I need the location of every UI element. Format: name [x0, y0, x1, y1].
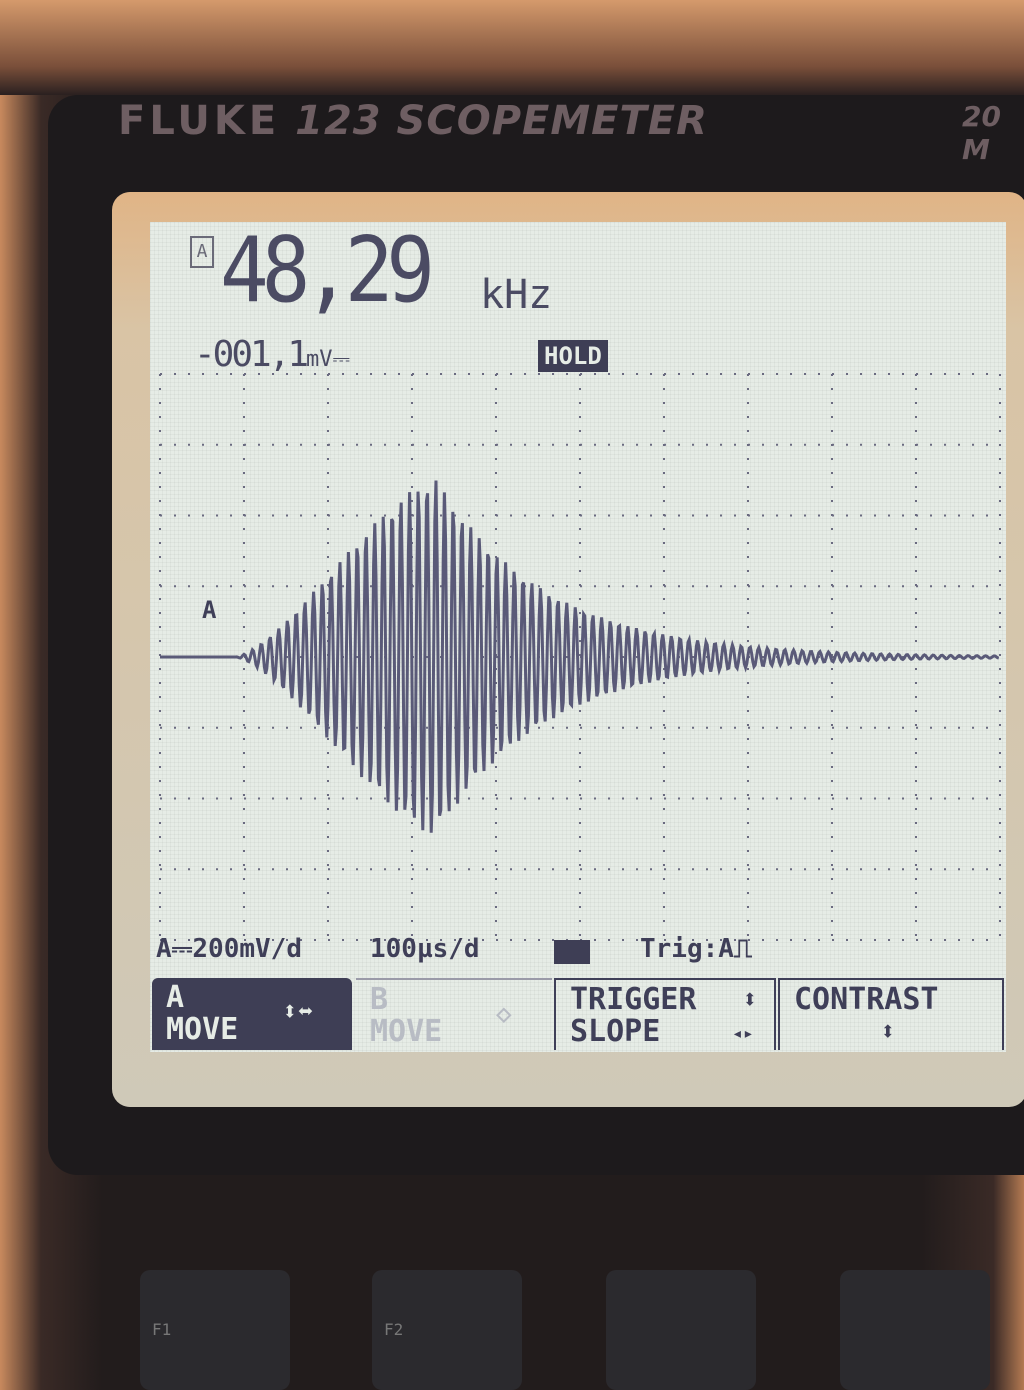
move-arrows-icon: ⬍⬌	[282, 997, 314, 1027]
bandwidth-label: 20 M	[962, 100, 1001, 166]
softkey-label: SLOPE	[570, 1014, 661, 1049]
softkey-label: CONTRAST	[794, 982, 939, 1017]
frequency-unit: kHz	[480, 272, 553, 318]
hold-badge: HOLD	[538, 340, 608, 372]
graticule	[159, 373, 1001, 941]
function-key-f4[interactable]	[840, 1270, 990, 1390]
trigger-info: Trig:A⎍	[640, 934, 752, 965]
waveform-trace	[160, 480, 1000, 833]
brand-name: FLUKE	[118, 98, 281, 144]
function-key-f3[interactable]	[606, 1270, 756, 1390]
rising-edge-icon: ⎍	[733, 934, 753, 964]
left-right-arrows-icon: ◂▸	[732, 1023, 754, 1044]
background	[0, 0, 1024, 95]
softkey-label: B	[370, 982, 389, 1017]
up-down-arrows-icon: ⬍	[880, 1017, 896, 1047]
model-name: 123 SCOPEMETER	[295, 98, 708, 144]
softkey-label: MOVE	[166, 1012, 239, 1047]
softkey-trigger-slope[interactable]: TRIGGER SLOPE ⬍ ◂▸	[554, 978, 776, 1050]
channel-a-marker: A	[202, 596, 217, 624]
trigger-label: Trig:A	[640, 934, 734, 964]
lcd-screen: A 48,29 kHz -001,1mV⎓ HOLD A A⎓200mV/d 1…	[150, 218, 1006, 1052]
dc-voltage-unit: mV⎓	[306, 347, 351, 372]
dc-voltage-readout: -001,1mV⎓	[194, 334, 350, 375]
frequency-readout: 48,29	[220, 218, 435, 323]
brand-label: FLUKE 123 SCOPEMETER	[118, 98, 708, 144]
waveform-display	[159, 373, 1001, 941]
softkey-b-move[interactable]: B MOVE ◇	[356, 978, 552, 1050]
time-per-div: 100µs/d	[370, 934, 480, 964]
move-arrows-icon: ◇	[496, 999, 512, 1029]
softkey-bar: A MOVE ⬍⬌ B MOVE ◇ TRIGGER SLOPE ⬍ ◂▸ CONTRAST ⬍	[152, 978, 1004, 1052]
dc-voltage-value: -001,1	[194, 334, 309, 375]
softkey-label: TRIGGER	[570, 982, 697, 1017]
softkey-label: A	[166, 980, 185, 1015]
softkey-a-move[interactable]: A MOVE ⬍⬌	[152, 978, 352, 1050]
up-down-arrows-icon: ⬍	[742, 985, 758, 1015]
volts-per-div: A⎓200mV/d	[156, 934, 302, 964]
function-key-f2[interactable]: F2	[372, 1270, 522, 1390]
function-key-f1[interactable]: F1	[140, 1270, 290, 1390]
softkey-contrast[interactable]: CONTRAST ⬍	[778, 978, 1004, 1050]
battery-icon	[554, 940, 590, 964]
channel-indicator: A	[190, 236, 214, 268]
softkey-label: MOVE	[370, 1014, 443, 1049]
